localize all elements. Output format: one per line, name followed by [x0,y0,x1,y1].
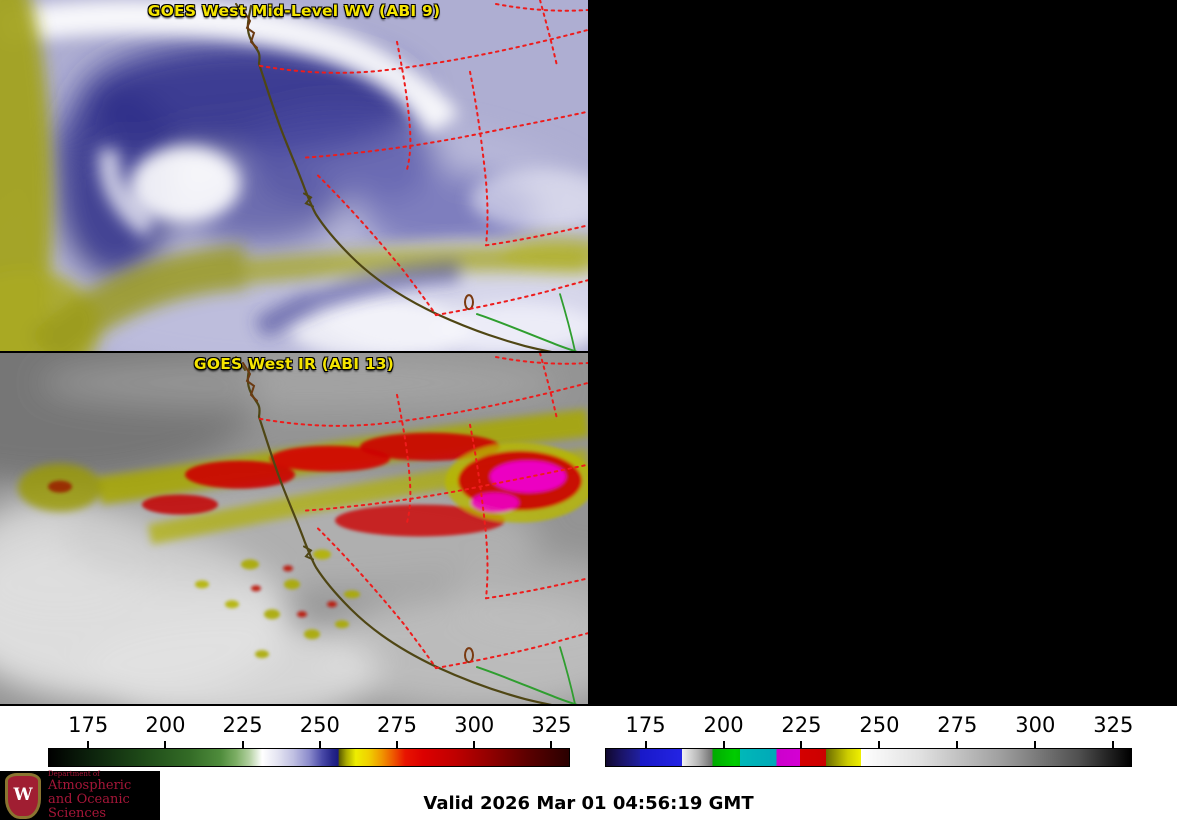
colorbar-tick-label: 275 [937,713,978,737]
colorbar-tick-label: 325 [531,713,572,737]
panel-ir[interactable]: GOES West IR (ABI 13) [0,353,588,704]
colorbar-tick-label: 300 [1015,713,1056,737]
footer: W Department of Atmospheric and Oceanic … [0,769,1177,821]
colorbar-tick-mark [87,741,90,748]
colorbar-tick-label: 200 [145,713,186,737]
ir-colorbar: 175 200 225 250 275 300 325 [605,711,1134,767]
colorbar-tick-mark [644,741,647,748]
colorbar-tick-label: 175 [625,713,666,737]
colorbar-tick-mark [722,741,725,748]
aos-logo[interactable]: W Department of Atmospheric and Oceanic … [0,770,160,821]
ir-colorbar-gradient [605,748,1132,767]
colorbar-tick-mark [396,741,398,748]
colorbar-tick-mark [241,741,244,748]
uw-crest-icon: W [5,772,41,819]
wv-colorbar-ticks: 175 200 225 250 275 300 325 [48,711,572,748]
colorbar-tick-mark [878,741,881,748]
colorbar-tick-mark [164,741,167,748]
wv-colorbar: 175 200 225 250 275 300 325 [48,711,572,767]
colorbar-tick-label: 250 [859,713,900,737]
aos-logo-text: Department of Atmospheric and Oceanic Sc… [48,770,160,821]
valid-time: Valid 2026 Mar 01 04:56:19 GMT [423,793,754,814]
ir-colorbar-ticks: 175 200 225 250 275 300 325 [605,711,1134,748]
colorbar-tick-label: 300 [454,713,495,737]
satellite-image-abi13 [0,353,588,704]
colorbar-tick-mark [1034,741,1037,748]
colorbar-tick-mark [800,741,803,748]
logo-line-1: Department of [48,770,100,778]
colorbar-tick-label: 225 [222,713,263,737]
wv-colorbar-gradient [48,748,570,767]
colorbar-tick-mark [550,741,553,748]
satellite-image-abi9 [0,0,588,351]
colorbar-tick-label: 325 [1093,713,1134,737]
colorbar-tick-mark [1112,741,1115,748]
colorbar-tick-mark [956,741,959,748]
colorbar-tick-label: 225 [781,713,822,737]
colorbar-tick-label: 275 [376,713,418,737]
logo-line-3: and Oceanic Sciences [48,792,130,821]
colorbar-tick-mark [318,741,321,748]
colorbar-tick-label: 200 [703,713,744,737]
logo-line-2: Atmospheric [48,778,132,793]
panel-grid: GOES West Upper-Level WV (ABI 8) [0,0,1177,706]
colorbar-tick-label: 175 [68,713,109,737]
panel-mid-level-wv[interactable]: GOES West Mid-Level WV (ABI 9) [0,0,588,351]
crest-letter: W [13,785,33,805]
colorbar-tick-mark [473,741,476,748]
colorbar-tick-label: 250 [299,713,340,737]
